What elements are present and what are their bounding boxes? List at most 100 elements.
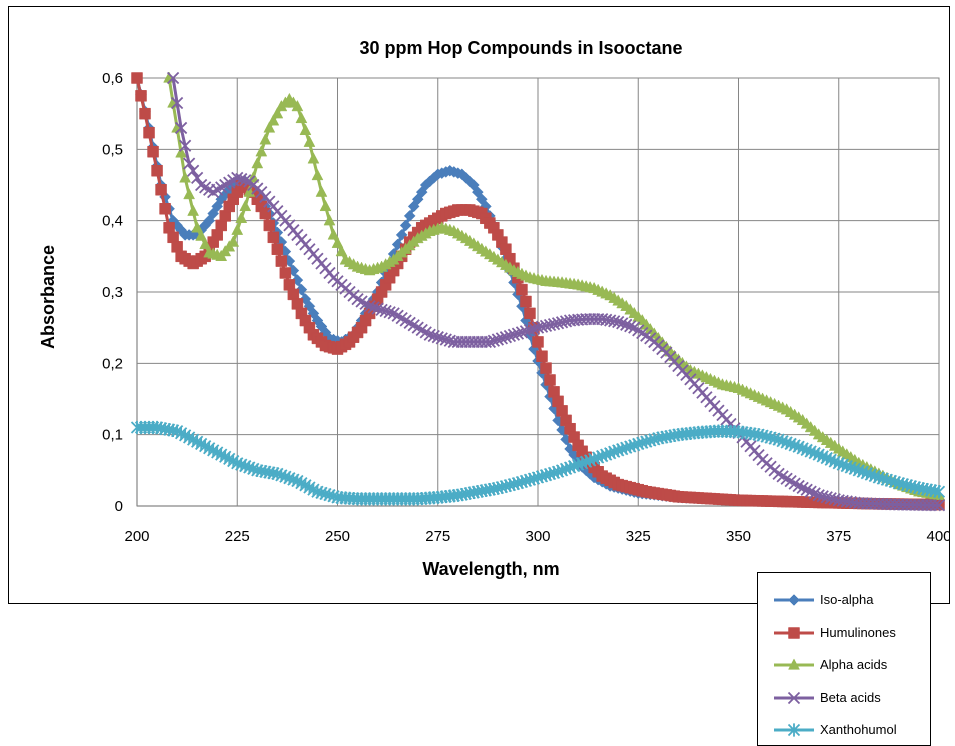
legend: Iso-alpha Humulinones Alpha acids Beta acid… xyxy=(757,572,931,746)
data-point xyxy=(155,184,167,196)
data-point xyxy=(796,481,809,495)
data-point xyxy=(239,199,252,212)
data-point xyxy=(536,350,548,362)
legend-label: Humulinones xyxy=(820,624,896,640)
data-point xyxy=(263,219,276,232)
data-point xyxy=(174,121,188,135)
data-point xyxy=(820,491,833,504)
legend-swatch xyxy=(774,691,814,704)
legend-item: Humulinones xyxy=(758,623,928,643)
series-xanthohumol xyxy=(131,420,945,506)
data-point xyxy=(435,332,448,345)
data-point xyxy=(239,174,252,187)
data-point xyxy=(427,329,440,343)
data-point xyxy=(608,315,621,328)
data-point xyxy=(379,304,392,318)
legend-item: Alpha acids xyxy=(758,655,928,675)
data-point xyxy=(616,317,629,330)
data-point xyxy=(178,139,192,152)
data-point xyxy=(487,334,501,347)
data-point xyxy=(824,492,837,505)
data-point xyxy=(187,204,200,216)
data-point xyxy=(515,326,529,339)
data-point xyxy=(231,223,244,235)
legend-item: Iso-alpha xyxy=(758,590,928,610)
data-point xyxy=(483,335,497,349)
legend-label: Beta acids xyxy=(820,689,881,705)
legend-item: Beta acids xyxy=(758,688,928,708)
data-point xyxy=(812,489,825,502)
data-point xyxy=(303,135,316,147)
data-point xyxy=(800,483,813,496)
data-point xyxy=(431,331,444,344)
data-point xyxy=(331,236,344,248)
data-point xyxy=(271,243,284,255)
data-point xyxy=(808,487,821,500)
data-point xyxy=(191,171,204,185)
data-point xyxy=(371,302,384,315)
data-point xyxy=(932,499,945,512)
data-point xyxy=(227,235,240,247)
data-point xyxy=(540,362,552,374)
x-axis-label: Wavelength, nm xyxy=(422,559,559,579)
x-tick-label: 200 xyxy=(124,528,149,545)
data-point xyxy=(235,211,248,223)
data-point xyxy=(928,499,942,512)
data-point xyxy=(503,329,517,343)
data-point xyxy=(255,145,268,157)
legend-item: Xanthohumol xyxy=(758,720,928,740)
data-point xyxy=(375,303,388,316)
x-tick-label: 300 xyxy=(525,528,550,545)
data-point xyxy=(399,219,412,232)
legend-swatch xyxy=(774,723,814,737)
y-axis-label: Absorbance xyxy=(38,245,58,349)
data-point xyxy=(612,315,625,329)
data-point xyxy=(259,133,272,145)
y-tick-label: 0,3 xyxy=(102,284,123,301)
legend-swatch xyxy=(774,658,814,670)
data-point xyxy=(520,295,532,308)
x-tick-label: 350 xyxy=(726,528,751,545)
data-point xyxy=(524,307,536,320)
line-chart: 30 ppm Hop Compounds in Isooctane 200 225… xyxy=(38,38,949,579)
data-point xyxy=(532,336,544,348)
data-point xyxy=(235,172,248,186)
data-point xyxy=(315,185,328,197)
data-point xyxy=(159,203,171,215)
data-point xyxy=(182,157,196,170)
x-tick-label: 225 xyxy=(225,528,250,545)
data-point xyxy=(491,333,505,346)
data-point xyxy=(143,126,155,139)
x-tick-label: 400 xyxy=(926,528,949,545)
tick-labels: 200 225 250 275 300 325 350 375 400 0 0,1 0,2 0,3 0,4… xyxy=(102,70,949,545)
y-tick-label: 0,6 xyxy=(102,70,123,87)
data-point xyxy=(263,121,276,133)
legend-label: Iso-alpha xyxy=(820,592,874,607)
legend-swatch xyxy=(774,594,814,606)
data-point xyxy=(439,333,452,346)
data-point xyxy=(231,171,244,185)
data-point xyxy=(423,328,436,341)
data-point xyxy=(323,214,336,226)
data-point xyxy=(275,255,288,267)
legend-label: Alpha acids xyxy=(820,657,888,672)
data-point xyxy=(383,306,396,319)
data-point xyxy=(291,99,304,112)
data-point xyxy=(403,210,416,222)
data-point xyxy=(335,244,348,257)
data-point xyxy=(183,187,196,200)
data-point xyxy=(147,145,159,158)
chart-area: 30 ppm Hop Compounds in Isooctane 200 225… xyxy=(8,6,950,604)
data-point xyxy=(511,327,525,340)
data-point xyxy=(499,331,513,344)
series-alpha-acids xyxy=(163,72,945,500)
x-tick-label: 375 xyxy=(826,528,851,545)
data-point xyxy=(267,114,280,126)
chart-title: 30 ppm Hop Compounds in Isooctane xyxy=(359,38,682,58)
legend-label: Xanthohumol xyxy=(820,722,897,737)
data-point xyxy=(179,171,192,183)
data-point xyxy=(251,157,264,169)
data-point xyxy=(367,301,380,314)
x-tick-label: 325 xyxy=(626,528,651,545)
data-point xyxy=(792,479,805,493)
